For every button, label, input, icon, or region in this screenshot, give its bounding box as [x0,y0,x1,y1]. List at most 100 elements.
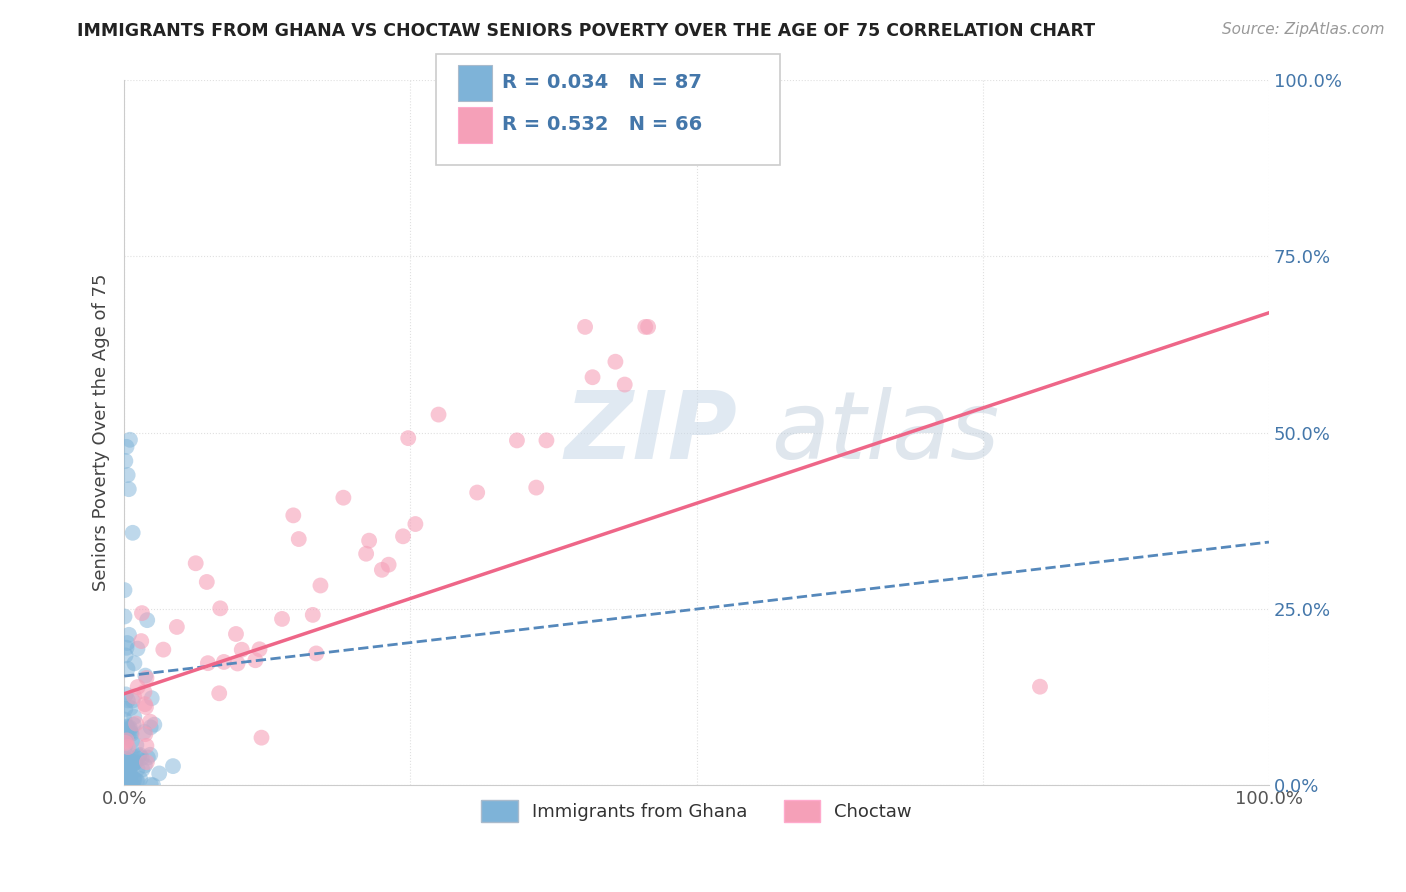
Point [118,771,141,785]
Point [249,642,271,657]
Point [114,768,136,782]
Point [118,721,141,735]
Point [118,765,141,780]
Point [114,583,136,598]
Point [121,693,143,707]
Point [120,769,142,783]
Point [112,727,135,741]
Point [114,727,136,741]
Point [114,765,136,780]
Point [125,738,148,752]
Point [139,714,162,729]
Point [118,763,141,777]
Point [129,772,152,786]
Legend: Immigrants from Ghana, Choctaw: Immigrants from Ghana, Choctaw [474,793,920,830]
Point [404,516,426,531]
Point [139,720,162,734]
Point [122,749,145,764]
Point [114,702,136,716]
Point [125,773,148,788]
Point [127,680,149,694]
Point [114,730,136,744]
Point [118,433,141,447]
Point [120,756,142,771]
Point [120,755,142,769]
Point [250,731,273,745]
Point [134,697,156,711]
Point [114,752,136,766]
Point [142,778,165,792]
Point [134,685,156,699]
Point [148,766,170,780]
Point [114,648,136,663]
Point [135,671,157,685]
Point [121,734,143,748]
Point [121,727,143,741]
Point [134,724,156,739]
Point [536,434,558,448]
Point [114,778,136,792]
Point [127,641,149,656]
Point [271,612,294,626]
Point [118,482,141,496]
Point [114,740,136,755]
Point [1143,59,1166,73]
Point [121,752,143,766]
Point [124,657,146,671]
Point [118,726,141,740]
Point [197,656,219,670]
Point [115,440,138,454]
Text: atlas: atlas [770,387,1000,478]
Point [309,578,332,592]
Point [195,574,218,589]
Point [125,716,148,731]
Point [396,431,419,445]
Point [135,700,157,714]
Text: IMMIGRANTS FROM GHANA VS CHOCTAW SENIORS POVERTY OVER THE AGE OF 75 CORRELATION : IMMIGRANTS FROM GHANA VS CHOCTAW SENIORS… [77,22,1095,40]
Point [135,755,157,769]
Point [392,529,415,543]
Point [120,757,142,772]
Point [184,556,207,570]
Point [112,766,135,780]
Point [162,759,184,773]
Point [114,609,136,624]
Point [131,751,153,765]
Point [118,778,141,792]
Point [117,767,139,781]
Point [305,647,328,661]
Point [117,636,139,650]
Point [128,747,150,762]
Point [117,662,139,676]
Y-axis label: Seniors Poverty Over the Age of 75: Seniors Poverty Over the Age of 75 [93,274,110,591]
Point [115,733,138,747]
Text: R = 0.034   N = 87: R = 0.034 N = 87 [502,73,702,93]
Text: R = 0.532   N = 66: R = 0.532 N = 66 [502,115,702,135]
Point [115,720,138,734]
Point [1029,680,1052,694]
Point [371,563,394,577]
Point [574,319,596,334]
Text: ZIP: ZIP [565,387,738,479]
Point [121,525,143,540]
Point [354,547,377,561]
Point [524,481,547,495]
Point [118,774,141,789]
Point [115,723,138,737]
Point [118,756,141,770]
Point [143,717,166,731]
Point [166,620,188,634]
Point [301,607,323,622]
Point [129,634,152,648]
Point [122,756,145,771]
Point [122,717,145,731]
Point [226,657,249,671]
Point [231,642,253,657]
Point [117,693,139,707]
Point [128,749,150,764]
Point [127,774,149,789]
Point [117,719,139,733]
Point [377,558,399,572]
Point [115,640,138,655]
Point [637,319,659,334]
